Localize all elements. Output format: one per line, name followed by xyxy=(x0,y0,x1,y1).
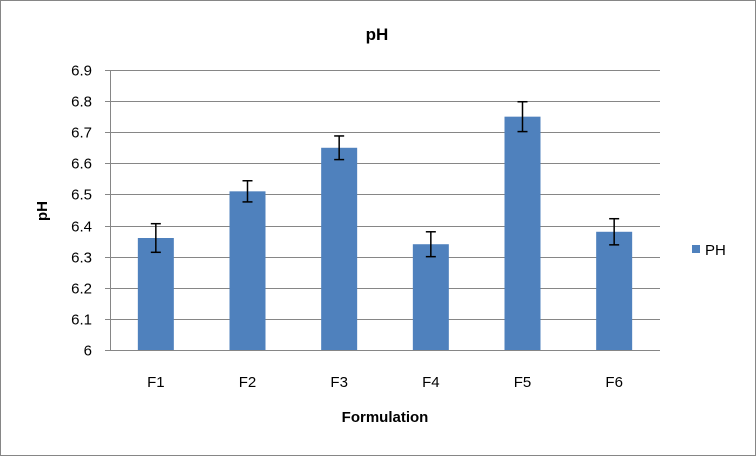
x-tick-label-f5: F5 xyxy=(514,374,532,391)
gridlines xyxy=(105,70,660,351)
y-tick-labels: 6 6.1 6.2 6.3 6.4 6.5 6.6 6.7 6.8 6.9 xyxy=(71,63,92,360)
y-tick-label: 6 xyxy=(84,343,92,360)
y-tick-label: 6.6 xyxy=(71,156,92,173)
bar-f1 xyxy=(137,238,174,350)
bars xyxy=(137,116,633,351)
y-tick-label: 6.9 xyxy=(71,63,92,80)
x-tick-label-f1: F1 xyxy=(147,374,165,391)
chart-title: pH xyxy=(366,25,389,44)
x-tick-labels: F1 F2 F3 F4 F5 F6 xyxy=(147,374,623,391)
error-bars xyxy=(150,100,620,258)
y-tick-label: 6.8 xyxy=(71,94,92,111)
x-tick-label-f2: F2 xyxy=(239,374,257,391)
bar-f3 xyxy=(321,147,358,350)
bar-f5 xyxy=(504,116,541,351)
y-tick-label: 6.3 xyxy=(71,250,92,267)
bar-f6 xyxy=(596,231,633,350)
bar-f2 xyxy=(229,191,266,350)
bar-f4 xyxy=(412,244,449,350)
x-tick-label-f6: F6 xyxy=(605,374,623,391)
y-tick-label: 6.5 xyxy=(71,187,92,204)
legend-label-ph: PH xyxy=(705,242,726,259)
x-axis-title: Formulation xyxy=(342,409,429,426)
y-axis-title: pH xyxy=(34,201,51,221)
legend-swatch-ph xyxy=(692,245,700,253)
y-tick-label: 6.4 xyxy=(71,219,92,236)
legend: PH xyxy=(692,242,726,259)
x-tick-label-f3: F3 xyxy=(330,374,348,391)
x-tick-label-f4: F4 xyxy=(422,374,440,391)
y-tick-label: 6.2 xyxy=(71,281,92,298)
y-tick-label: 6.1 xyxy=(71,312,92,329)
y-tick-label: 6.7 xyxy=(71,125,92,142)
